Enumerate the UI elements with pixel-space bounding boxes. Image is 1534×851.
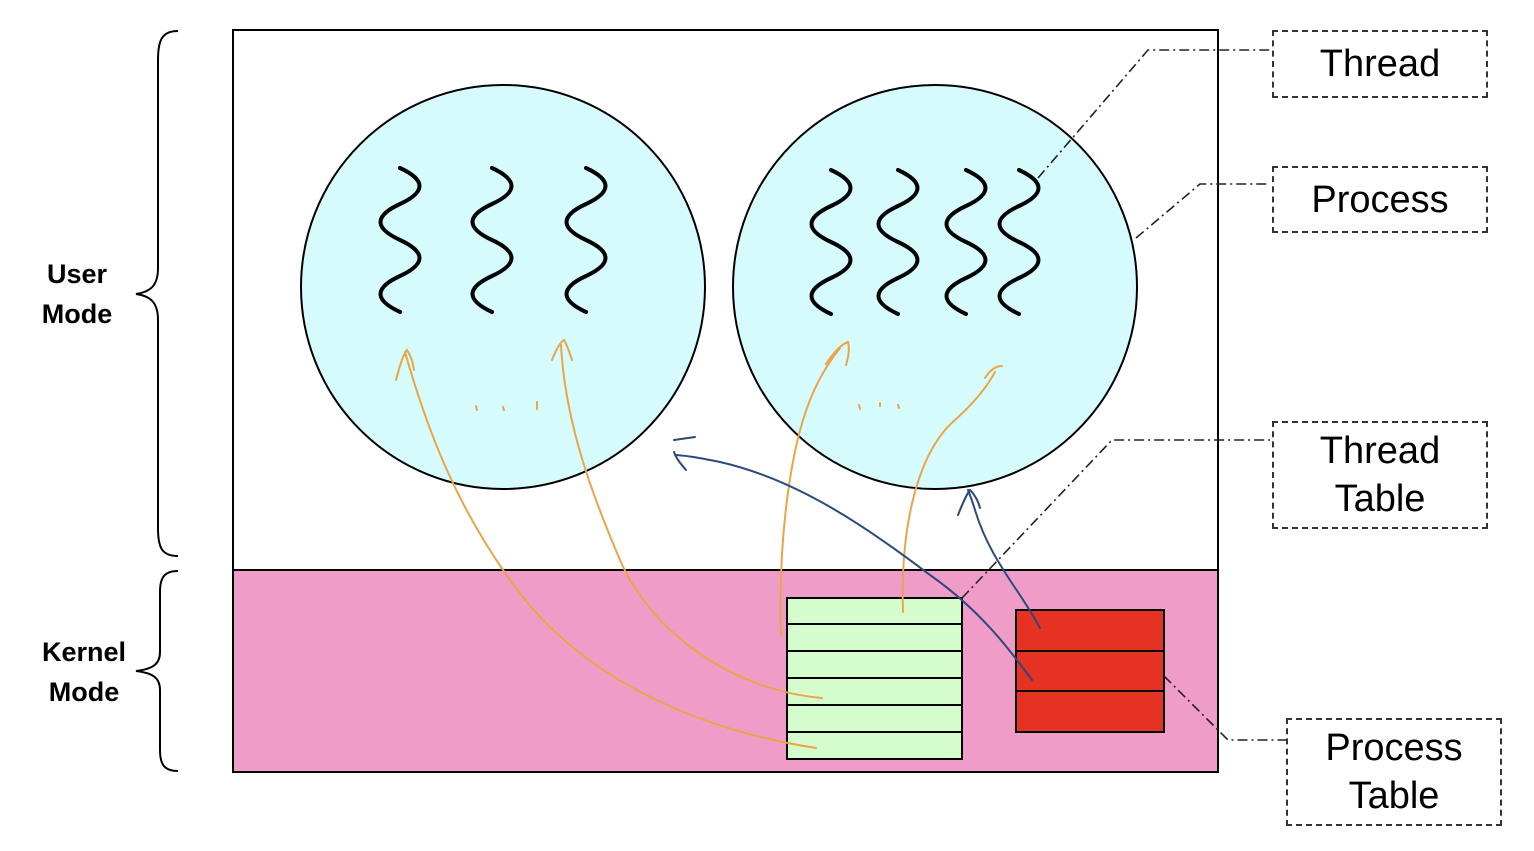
kernel-mode-label-line2: Mode <box>24 672 144 712</box>
kernel-mode-label-line1: Kernel <box>24 632 144 672</box>
process-circle-right <box>733 85 1137 489</box>
thread-table-callout-line1: Thread <box>1320 427 1440 475</box>
process-table <box>1016 610 1164 732</box>
user-mode-label: User Mode <box>22 254 132 334</box>
process-callout-text: Process <box>1311 176 1448 224</box>
thread-table-callout-line2: Table <box>1335 475 1426 523</box>
user-mode-label-line1: User <box>22 254 132 294</box>
process-table-callout: Process Table <box>1286 718 1502 826</box>
user-mode-label-line2: Mode <box>22 294 132 334</box>
process-table-callout-line2: Table <box>1349 772 1440 820</box>
kernel-mode-label: Kernel Mode <box>24 632 144 712</box>
process-circle-left <box>301 85 705 489</box>
thread-callout-text: Thread <box>1320 40 1440 88</box>
thread-callout: Thread <box>1272 30 1488 98</box>
user-mode-brace <box>136 31 178 556</box>
thread-table-callout: Thread Table <box>1272 421 1488 529</box>
process-table-callout-line1: Process <box>1325 724 1462 772</box>
process-callout: Process <box>1272 166 1488 233</box>
thread-table <box>787 598 962 759</box>
